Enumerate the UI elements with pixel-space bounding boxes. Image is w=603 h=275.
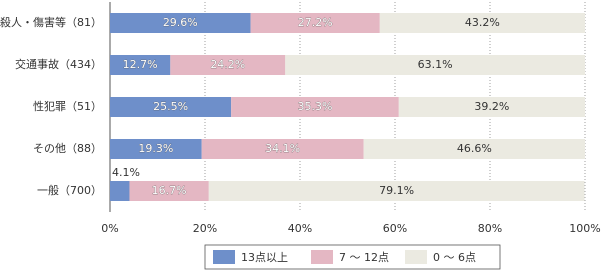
bar-segment bbox=[250, 13, 380, 33]
y-tick-label: 性犯罪（51） bbox=[33, 99, 102, 113]
value-label: 63.1% bbox=[418, 58, 453, 71]
bar-segment bbox=[170, 55, 286, 75]
y-tick-label: 殺人・傷害等（81） bbox=[0, 15, 102, 29]
legend-swatch bbox=[405, 250, 427, 264]
value-label: 25.5% bbox=[153, 100, 188, 113]
x-tick-label: 20% bbox=[193, 222, 217, 235]
value-label: 24.2% bbox=[210, 58, 245, 71]
value-label: 43.2% bbox=[465, 16, 500, 29]
legend-swatch bbox=[213, 250, 235, 264]
value-label: 35.3% bbox=[297, 100, 332, 113]
legend-swatch bbox=[311, 250, 333, 264]
bar-segment bbox=[208, 181, 585, 201]
x-tick-label: 100% bbox=[569, 222, 600, 235]
legend-label: 7 ～ 12点 bbox=[339, 251, 389, 264]
x-tick-label: 60% bbox=[383, 222, 407, 235]
value-label: 79.1% bbox=[379, 184, 414, 197]
bar-segment bbox=[379, 13, 585, 33]
x-tick-label: 40% bbox=[288, 222, 312, 235]
y-tick-label: 交通事故（434） bbox=[15, 57, 102, 71]
legend-label: 13点以上 bbox=[241, 251, 288, 264]
y-tick-label: 一般（700） bbox=[37, 184, 102, 197]
legend: 13点以上 7 ～ 12点 0 ～ 6点 bbox=[204, 244, 501, 270]
bar-segment bbox=[110, 13, 251, 33]
value-label: 16.7% bbox=[152, 184, 187, 197]
value-label: 39.2% bbox=[474, 100, 509, 113]
bar-segment bbox=[129, 181, 209, 201]
bar-segment bbox=[110, 139, 202, 159]
bar-segment bbox=[110, 55, 171, 75]
y-tick-label: その他（88） bbox=[33, 142, 102, 155]
value-label: 46.6% bbox=[457, 142, 492, 155]
value-label: 19.3% bbox=[138, 142, 173, 155]
bar-segment bbox=[363, 139, 585, 159]
bar-segment bbox=[231, 97, 399, 117]
value-label: 27.2% bbox=[298, 16, 333, 29]
legend-frame bbox=[204, 244, 501, 270]
bar-segment bbox=[110, 97, 232, 117]
value-label: 12.7% bbox=[123, 58, 158, 71]
x-tick-label: 80% bbox=[478, 222, 502, 235]
bar-segment bbox=[110, 181, 130, 201]
value-label: 29.6% bbox=[163, 16, 198, 29]
bar-segment bbox=[201, 139, 364, 159]
bar-segment bbox=[398, 97, 585, 117]
legend-label: 0 ～ 6点 bbox=[433, 251, 476, 264]
value-label: 4.1% bbox=[112, 166, 140, 179]
bar-segment bbox=[285, 55, 585, 75]
x-tick-label: 0% bbox=[101, 222, 118, 235]
value-label: 34.1% bbox=[265, 142, 300, 155]
